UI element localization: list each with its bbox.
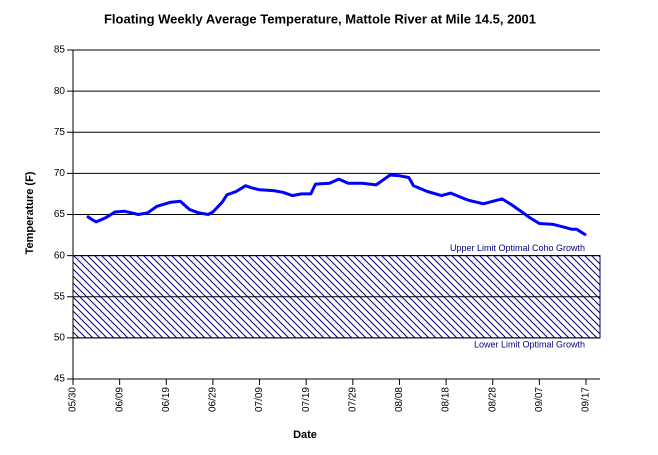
y-tick-label: 60: [54, 250, 66, 261]
y-tick-label: 55: [54, 291, 66, 302]
x-axis-title: Date: [293, 429, 317, 441]
y-tick-label: 70: [54, 168, 66, 179]
x-tick-label: 08/28: [487, 387, 498, 412]
x-tick-label: 07/19: [301, 387, 312, 412]
x-tick-label: 09/07: [534, 387, 545, 412]
y-axis-title: Temperature (F): [24, 171, 36, 254]
x-tick-label: 06/29: [208, 387, 219, 412]
x-tick-label: 09/17: [581, 387, 592, 412]
y-tick-label: 75: [54, 127, 66, 138]
x-tick-label: 07/29: [347, 387, 358, 412]
x-tick-label: 06/19: [161, 387, 172, 412]
x-tick-label: 08/18: [441, 387, 452, 412]
x-tick-label: 05/30: [68, 387, 79, 412]
y-tick-label: 80: [54, 86, 66, 97]
x-tick-label: 08/08: [394, 387, 405, 412]
chart-title: Floating Weekly Average Temperature, Mat…: [104, 11, 536, 26]
y-tick-label: 85: [54, 45, 66, 56]
x-tick-label: 07/09: [254, 387, 265, 412]
x-tick-label: 06/09: [114, 387, 125, 412]
y-tick-label: 65: [54, 209, 66, 220]
band-label: Upper Limit Optimal Coho Growth: [450, 243, 585, 253]
temperature-line: [86, 173, 587, 237]
band-label: Lower Limit Optimal Growth: [474, 339, 585, 349]
y-tick-label: 45: [54, 374, 66, 385]
y-tick-label: 50: [54, 333, 66, 344]
